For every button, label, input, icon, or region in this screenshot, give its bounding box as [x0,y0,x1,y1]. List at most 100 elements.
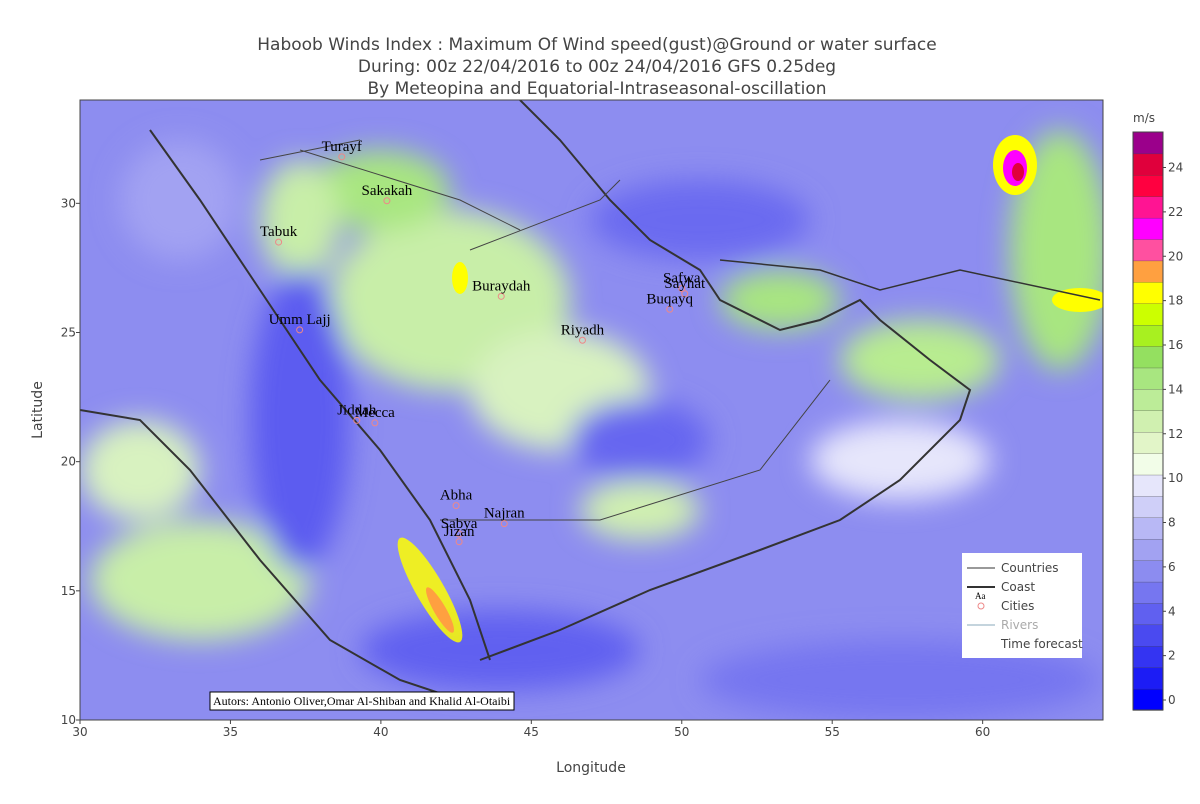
city-label: Turayf [322,139,362,155]
city-marker [681,290,689,298]
y-tick-label: 10 [61,713,76,727]
colorbar-band [1132,324,1164,347]
colorbar-band [1132,495,1164,518]
colorbar-band [1132,474,1164,497]
colorbar-tick-label: 14 [1168,382,1183,396]
city-marker [383,197,391,205]
colorbar-band [1132,345,1164,369]
x-tick-label: 60 [975,725,990,739]
colorbar-band [1132,367,1164,390]
x-axis-title: Longitude [556,760,626,776]
city-marker [371,419,379,427]
city-marker [452,502,460,510]
colorbar-band [1132,153,1164,176]
colorbar-title: m/s [1133,111,1155,125]
colorbar-band [1132,131,1164,155]
colorbar-band [1132,538,1164,561]
colorbar-band [1132,238,1164,262]
colorbar-band [1132,281,1164,304]
note-box [209,691,515,711]
colorbar-band [1132,388,1164,411]
colorbar-tick-label: 6 [1168,560,1176,574]
legend-label: Countries [1001,561,1059,575]
colorbar-band [1132,196,1164,219]
y-tick-label: 30 [61,196,76,210]
city-marker [678,285,686,293]
colorbar-tick-label: 18 [1168,294,1183,308]
colorbar-tick-label: 16 [1168,338,1183,352]
city-label: Sabya [441,516,478,532]
x-tick-label: 35 [223,725,238,739]
title-line: During: 00z 22/04/2016 to 00z 24/04/2016… [358,57,836,77]
x-tick-label: 40 [373,725,388,739]
city-label: Jizan [444,524,475,540]
colorbar-tick-label: 2 [1168,649,1176,663]
city-label: Riyadh [561,322,605,338]
colorbar-band [1132,624,1164,647]
y-axis-title: Latitude [30,381,46,439]
legend-icon-text: Aa [975,591,986,601]
colorbar-tick-label: 8 [1168,516,1176,530]
coast-line [80,409,461,701]
author-note: Autors: Antonio Oliver,Omar Al-Shiban an… [213,694,511,708]
colorbar-band [1132,667,1164,690]
colorbar-tick-label: 24 [1168,161,1183,175]
city-label: Najran [484,506,525,522]
y-tick-label: 20 [61,455,76,469]
city-marker [500,520,508,528]
colorbar-band [1132,260,1164,283]
colorbar-band [1132,410,1164,433]
city-label: Buraydah [472,278,531,294]
city-label: Tabuk [260,224,298,240]
colorbar-band [1132,517,1164,540]
map-frame [79,99,1104,721]
x-tick-label: 50 [674,725,689,739]
city-marker [338,153,346,161]
colorbar-band [1132,602,1164,626]
y-tick-label: 25 [61,326,76,340]
legend-label: Cities [1001,599,1034,613]
title-line: By Meteopina and Equatorial-Intraseasona… [367,79,826,99]
colorbar-band [1132,217,1164,240]
x-tick-label: 45 [524,725,539,739]
city-label: Umm Lajj [269,312,331,328]
colorbar-band [1132,303,1164,326]
coast-line [149,129,491,661]
colorbar-tick-label: 0 [1168,693,1176,707]
legend-label: Coast [1001,580,1035,594]
city-label: Jiddah [337,402,377,418]
colorbar-tick-label: 10 [1168,471,1183,485]
colorbar-tick-label: 22 [1168,205,1183,219]
city-label: Buqayq [646,291,693,307]
coast-line [719,259,1101,301]
colorbar-tick-label: 12 [1168,427,1183,441]
colorbar-band [1132,581,1164,604]
city-label: Abha [440,488,473,504]
city-label: Sakakah [361,183,412,199]
colorbar-band [1132,431,1164,454]
legend-label: Time forecast [1000,637,1083,651]
country-border [259,139,831,521]
x-tick-label: 55 [825,725,840,739]
coast-line [479,100,972,661]
title-line: Haboob Winds Index : Maximum Of Wind spe… [257,35,936,55]
city-marker [353,416,361,424]
colorbar-tick-label: 20 [1168,249,1183,263]
city-marker [497,292,505,300]
city-marker [455,530,463,538]
colorbar-tick-label: 4 [1168,604,1176,618]
x-tick-label: 30 [72,725,87,739]
colorbar-band [1132,645,1164,668]
legend-box [962,553,1082,658]
city-marker [296,326,304,334]
colorbar-band [1132,452,1164,476]
colorbar-frame [1132,131,1164,711]
colorbar-band [1132,174,1164,197]
y-tick-label: 15 [61,584,76,598]
city-marker [455,538,463,546]
city-label: Mecca [355,405,395,421]
legend-label: Rivers [1001,618,1038,632]
city-label: Sayhat [664,276,706,292]
